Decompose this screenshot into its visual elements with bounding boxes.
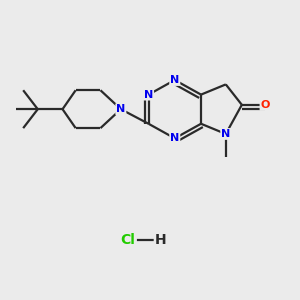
Text: Cl: Cl (121, 233, 136, 248)
Text: N: N (144, 90, 153, 100)
Text: N: N (221, 129, 230, 139)
Text: N: N (170, 133, 179, 143)
Text: N: N (170, 75, 179, 85)
Text: H: H (154, 233, 166, 248)
Text: N: N (116, 104, 125, 114)
Text: O: O (260, 100, 270, 110)
